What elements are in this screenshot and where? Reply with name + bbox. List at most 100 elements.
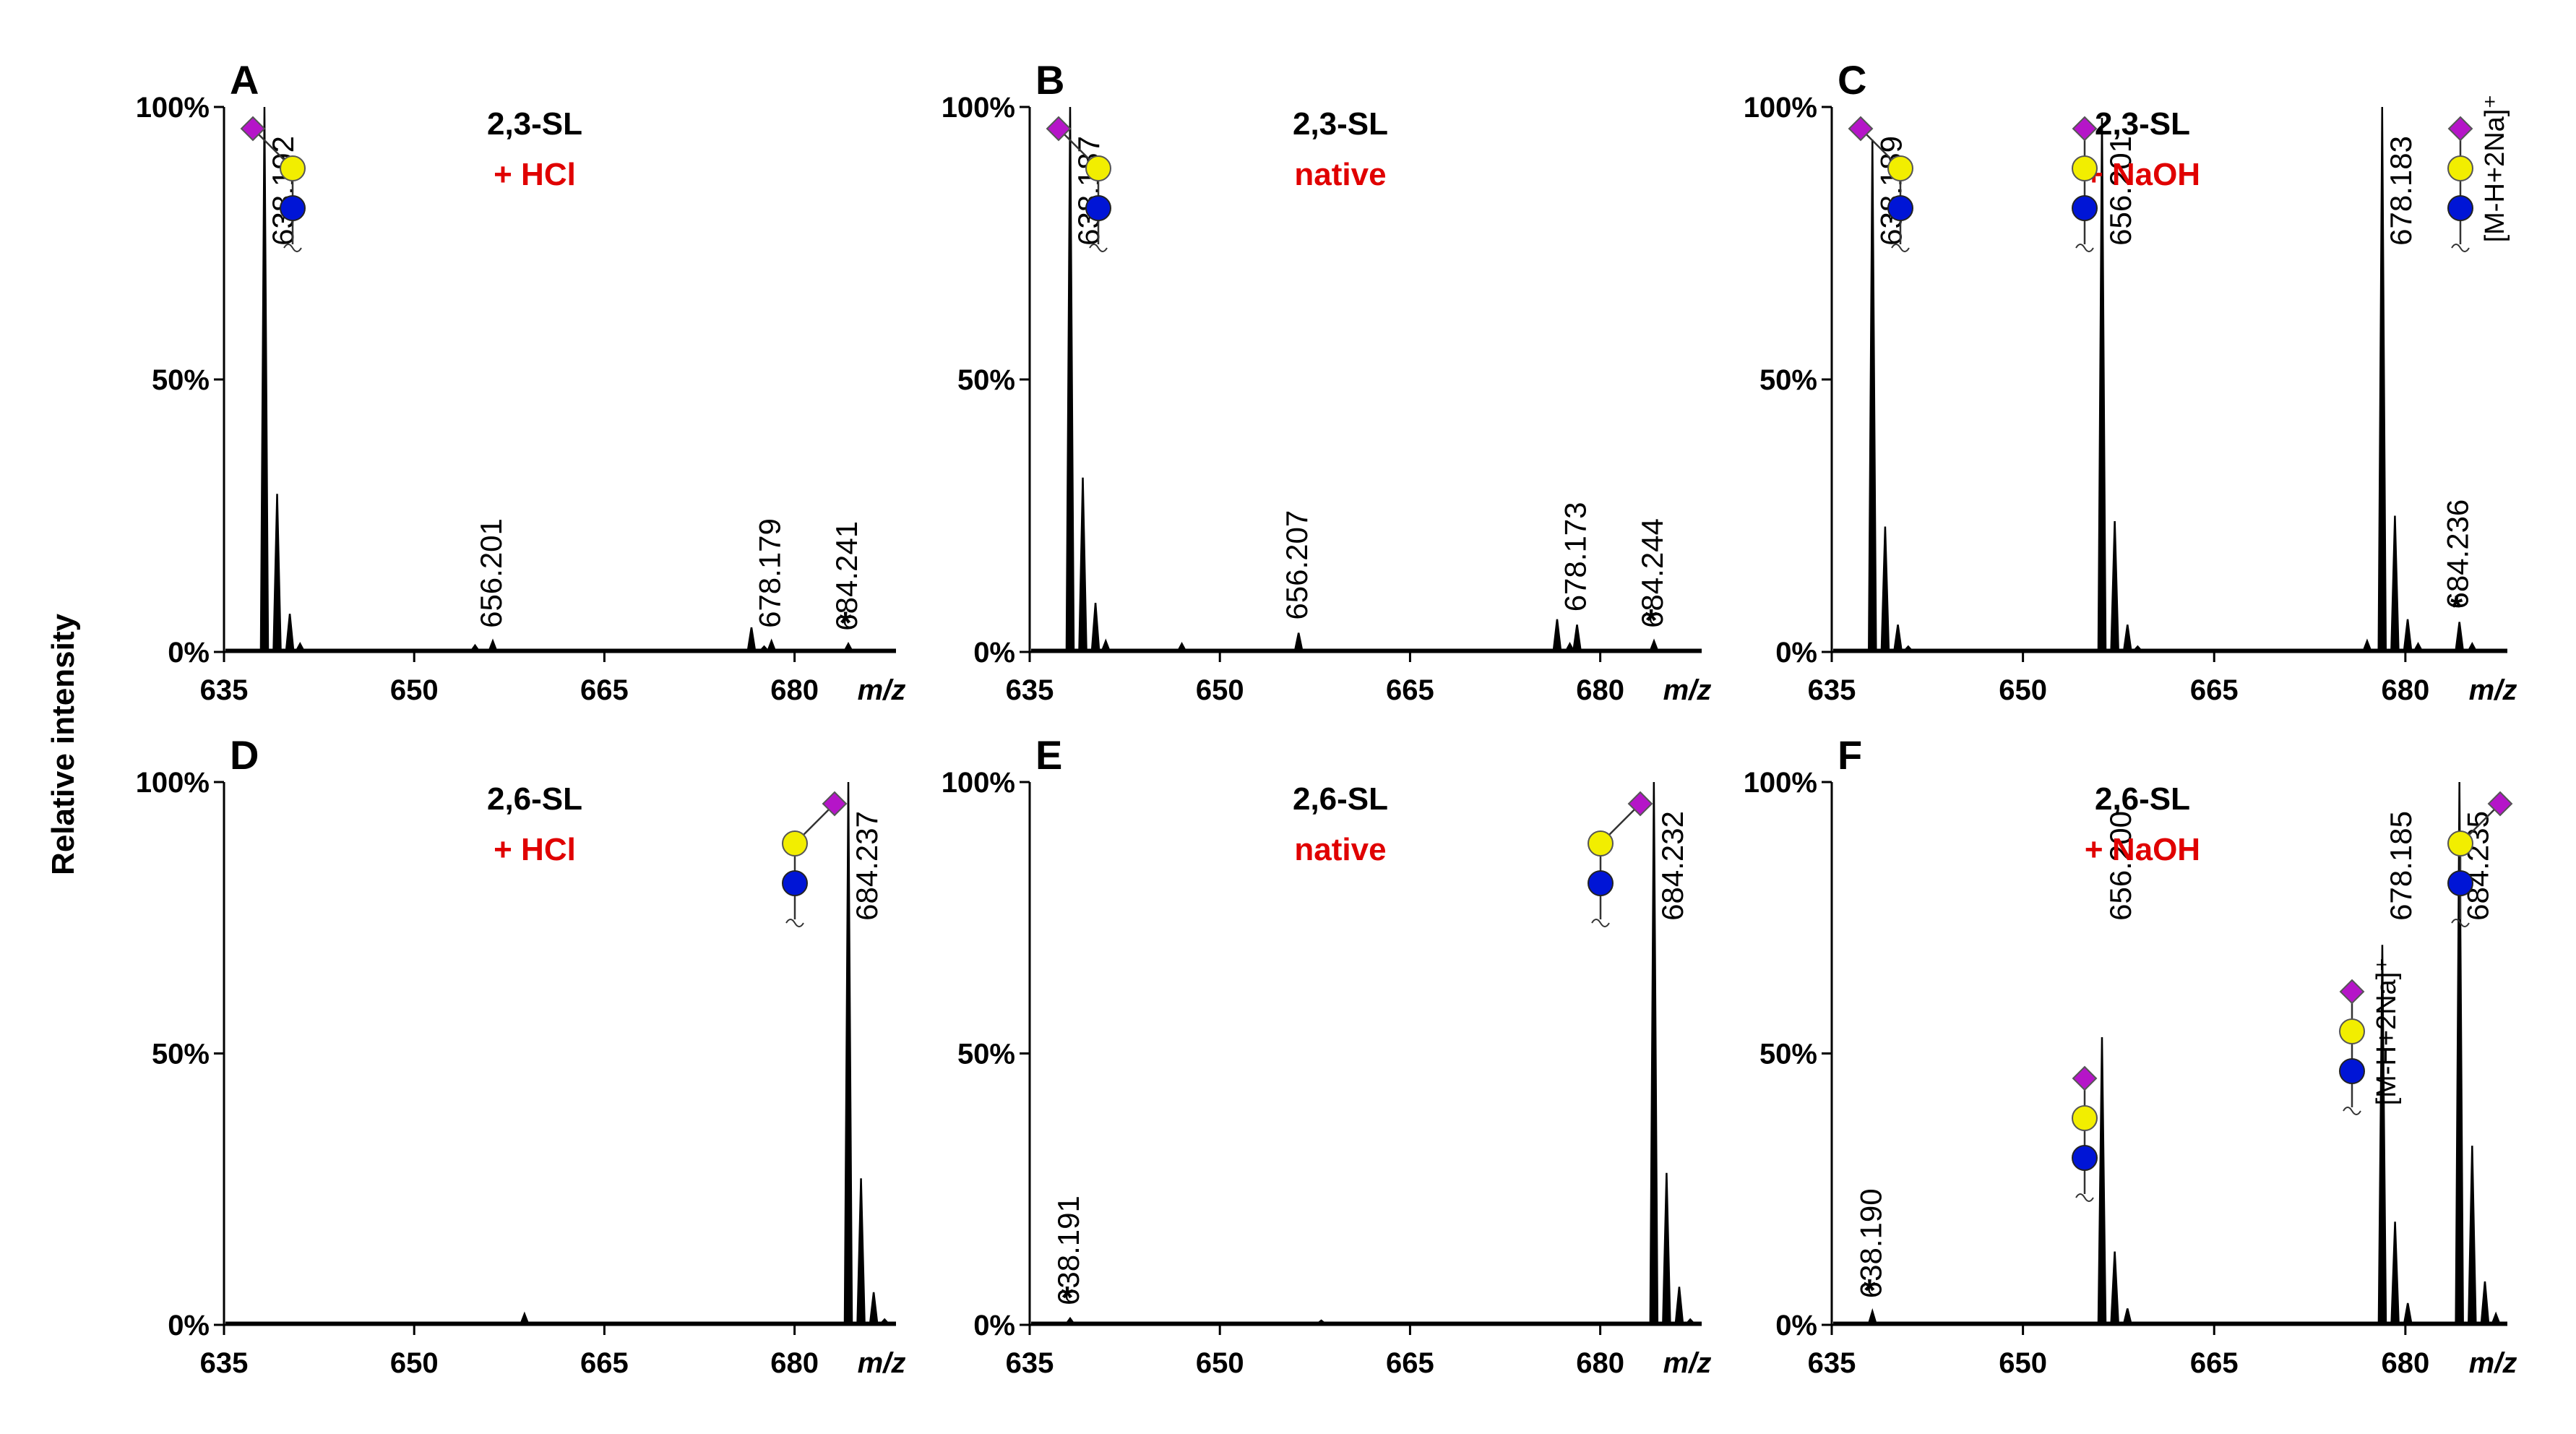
- x-axis-label: m/z: [2469, 1347, 2517, 1379]
- spectrum-peak: [296, 642, 305, 651]
- panel-treatment: + HCl: [494, 157, 576, 192]
- asterisk-marker: *: [1061, 1280, 1074, 1315]
- spectrum-peak: [2413, 642, 2423, 651]
- panel-letter: D: [230, 732, 259, 778]
- glycan-reducing-end-squiggle: [1591, 919, 1610, 927]
- x-tick-label: 635: [1006, 1347, 1054, 1379]
- x-axis-label: m/z: [1663, 674, 1712, 706]
- glycan-structure: [240, 116, 306, 252]
- x-tick-label: 650: [1196, 674, 1244, 706]
- x-tick-label: 635: [200, 1347, 249, 1379]
- spectrum-peak: [746, 627, 757, 651]
- x-tick-label: 665: [580, 674, 629, 706]
- adduct-annotation: [M-H+2Na]⁺: [2480, 95, 2510, 243]
- y-tick-label: 50%: [152, 1039, 210, 1070]
- spectrum-peak: [843, 642, 853, 651]
- x-tick-label: 635: [200, 674, 249, 706]
- peak-mass-label: 656.201: [474, 518, 508, 628]
- glycan-reducing-end-squiggle: [1891, 244, 1910, 252]
- glycan-structure: [2072, 1065, 2098, 1202]
- y-tick-label: 50%: [957, 1039, 1015, 1070]
- x-tick-label: 650: [390, 674, 439, 706]
- spectrum-peak: [1101, 638, 1111, 651]
- sialic-acid-diamond-icon: [2072, 1065, 2098, 1091]
- x-tick-label: 665: [2190, 1347, 2239, 1379]
- spectrum-peak: [767, 638, 776, 651]
- spectrum-peak: [1078, 477, 1087, 651]
- panel-treatment: + HCl: [494, 832, 576, 867]
- spectrum-peak: [2491, 1311, 2501, 1324]
- panel-d: 0% 50% 100% 635 650 665 680 m/z 684.237 D 2,6-SL + …: [136, 732, 906, 1379]
- spectrum-peak: [259, 106, 270, 651]
- x-axis-label: m/z: [1663, 1347, 1712, 1379]
- glycan-reducing-end-squiggle: [2075, 244, 2094, 252]
- glucose-circle-icon: [2072, 195, 2098, 221]
- y-tick-label: 0%: [168, 1310, 210, 1341]
- panels: 0% 50% 100% 635 650 665 680 m/z 638.192 656.201 67…: [136, 57, 2517, 1379]
- x-tick-label: 635: [1006, 674, 1054, 706]
- peak-mass-label: 638.189: [1874, 136, 1908, 246]
- x-axis-label: m/z: [2469, 674, 2517, 706]
- panel-a: 0% 50% 100% 635 650 665 680 m/z 638.192 656.201 67…: [136, 57, 906, 706]
- x-tick-label: 680: [770, 1347, 819, 1379]
- y-tick-label: 0%: [973, 637, 1015, 669]
- panel-title: 2,6-SL: [487, 781, 582, 817]
- panel-title: 2,3-SL: [1293, 106, 1388, 142]
- galactose-circle-icon: [2072, 155, 2098, 181]
- galactose-circle-icon: [782, 830, 808, 856]
- y-tick-label: 0%: [973, 1310, 1015, 1341]
- panel-treatment: native: [1294, 832, 1386, 867]
- glycan-structure: [2072, 116, 2098, 252]
- glucose-circle-icon: [280, 195, 306, 221]
- spectrum-peak: [488, 638, 498, 651]
- panel-letter: F: [1838, 732, 1862, 778]
- peak-mass-label: 678.185: [2384, 811, 2418, 921]
- spectrum-peak: [856, 1178, 866, 1324]
- peak-mass-label: 656.200: [2103, 811, 2137, 921]
- panel-letter: B: [1035, 57, 1064, 103]
- galactose-circle-icon: [280, 155, 306, 181]
- spectrum-peak: [470, 643, 480, 651]
- y-tick-label: 100%: [942, 767, 1015, 799]
- y-tick-label: 50%: [152, 364, 210, 396]
- spectrum-peak: [2123, 1308, 2132, 1324]
- spectrum-peak: [1674, 1287, 1684, 1324]
- spectrum-peak: [272, 494, 282, 651]
- spectrum-peak: [2377, 106, 2387, 651]
- panel-e: 0% 50% 100% 635 650 665 680 m/z 638.191* 684.232 E…: [942, 732, 1712, 1379]
- y-tick-label: 50%: [1759, 1039, 1817, 1070]
- spectrum-peak: [1880, 526, 1890, 651]
- spectrum-peak: [1572, 624, 1582, 651]
- sialic-acid-diamond-icon: [2339, 979, 2365, 1005]
- x-tick-label: 635: [1808, 1347, 1856, 1379]
- peak-mass-label: 638.187: [1072, 136, 1106, 246]
- glucose-circle-icon: [2072, 1145, 2098, 1171]
- galactose-circle-icon: [2072, 1105, 2098, 1131]
- x-tick-label: 680: [2381, 1347, 2429, 1379]
- sialic-acid-diamond-icon: [2072, 116, 2098, 142]
- spectrum-peak: [2097, 1036, 2107, 1324]
- glycan-reducing-end-squiggle: [785, 919, 804, 927]
- y-axis-title: Relative intensity: [46, 614, 81, 875]
- glucose-circle-icon: [1588, 870, 1614, 896]
- panel-title: 2,6-SL: [2095, 781, 2190, 817]
- glycan-structure: [M-H+2Na]⁺: [2339, 958, 2402, 1115]
- panel-title: 2,6-SL: [1293, 781, 1388, 817]
- spectrum-peak: [2455, 622, 2464, 651]
- peak-mass-label: 678.179: [753, 518, 787, 628]
- peak-mass-label: 684.244: [1635, 518, 1669, 628]
- y-tick-label: 100%: [1744, 767, 1817, 799]
- sialic-acid-diamond-icon: [240, 116, 266, 142]
- spectrum-peak: [1065, 106, 1075, 651]
- y-tick-label: 100%: [1744, 92, 1817, 124]
- glycan-reducing-end-squiggle: [283, 244, 302, 252]
- sialic-acid-diamond-icon: [2487, 791, 2513, 817]
- peak-mass-label: 678.183: [2384, 136, 2418, 246]
- sialic-acid-diamond-icon: [2447, 116, 2473, 142]
- spectrum-peak: [2377, 945, 2387, 1324]
- spectrum-peak: [2403, 619, 2413, 651]
- spectrum-peak: [1065, 1316, 1074, 1324]
- spectrum-peak: [1565, 642, 1575, 651]
- galactose-circle-icon: [2447, 830, 2473, 856]
